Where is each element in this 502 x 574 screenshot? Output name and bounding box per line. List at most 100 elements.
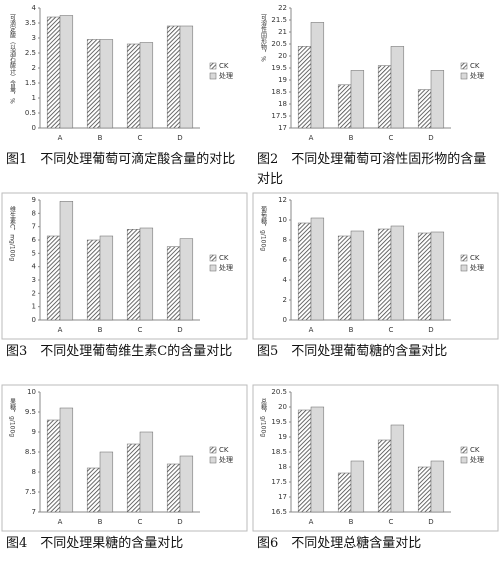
bar [390,424,405,513]
y-tick-label: 20.5 [271,40,287,48]
bar [46,235,61,321]
x-tick-label: C [389,326,394,334]
legend-label: CK [219,446,229,454]
bar [126,43,141,129]
bar [297,409,312,513]
y-tick-label: 1.5 [25,79,36,87]
bar [297,222,312,321]
y-tick-label: 1 [32,303,36,311]
bar [86,239,101,321]
y-tick-label: 9 [32,428,36,436]
y-tick-label: 2 [283,296,287,304]
legend-swatch [460,264,468,272]
y-tick-label: 22 [278,4,287,12]
x-tick-label: C [389,134,394,142]
bar [430,231,445,321]
y-tick-label: 10 [278,216,287,224]
bar [46,16,61,129]
y-tick-label: 3.5 [25,19,36,27]
y-axis-label: 果糖，g/100g [9,398,16,437]
x-tick-label: A [58,326,63,334]
bar [99,451,114,513]
y-tick-label: 1 [32,94,36,102]
y-tick-label: 2 [32,289,36,297]
caption: 图6 不同处理总糖含量对比 [257,536,422,551]
bar [337,472,352,513]
y-axis-label: 可溶性固形物，% [260,14,267,62]
y-tick-label: 18 [278,100,287,108]
y-tick-label: 18 [278,463,287,471]
y-axis-label: 维生素C，mg/100g [9,205,16,261]
y-tick-label: 9 [32,196,36,204]
bar [417,89,432,129]
y-tick-label: 16.5 [271,508,287,516]
bar [126,229,141,321]
legend-swatch [209,72,217,80]
chart-panel: 0 2 4 6 8 10 12 A B C D CK 处理 葡萄糖，g/100g 图5 不同处理葡萄糖的含量… [251,192,502,382]
bar [99,39,114,129]
legend-swatch [209,254,217,262]
legend-label: 处理 [219,263,233,272]
bar [46,419,61,513]
bar [350,70,365,129]
legend-label: CK [470,446,480,454]
y-tick-label: 20.5 [271,388,287,396]
y-axis-label: 可滴定酸（以酒石酸计）含量，% [9,14,16,104]
chart-panel: 7 7.5 8 8.5 9 9.5 10 A B C D CK 处理 果糖，g/100g 图4 不同处理果糖… [0,384,251,574]
chart-border [252,384,499,532]
legend-label: CK [219,254,229,262]
y-tick-label: 10 [27,388,36,396]
x-tick-label: A [309,326,314,334]
legend-label: 处理 [470,71,484,80]
x-tick-label: B [349,326,354,334]
y-tick-label: 20 [278,52,287,60]
y-tick-label: 20 [278,403,287,411]
legend-label: 处理 [219,71,233,80]
bar [310,406,325,513]
caption: 图1 不同处理葡萄可滴定酸含量的对比 [6,152,236,167]
y-tick-label: 7 [32,223,36,231]
x-tick-label: C [138,518,143,526]
x-tick-label: B [349,134,354,142]
y-tick-label: 21.5 [271,16,287,24]
y-tick-label: 9.5 [25,408,36,416]
y-tick-label: 8.5 [25,448,36,456]
x-tick-label: C [138,326,143,334]
bar [59,201,74,321]
bar [166,463,181,513]
bar [297,46,312,129]
legend-label: 处理 [470,263,484,272]
y-axis-label: 葡萄糖，g/100g [260,205,267,251]
x-tick-label: D [177,518,182,526]
y-tick-label: 19 [278,433,287,441]
x-tick-label: D [177,134,182,142]
y-tick-label: 4 [32,4,37,12]
y-tick-label: 21 [278,28,287,36]
y-tick-label: 6 [32,236,37,244]
x-tick-label: B [98,326,103,334]
bar [86,467,101,513]
y-tick-label: 0.5 [25,109,36,117]
legend-swatch [460,62,468,70]
bar [139,431,154,513]
bar [337,84,352,129]
legend-swatch [460,456,468,464]
legend-swatch [460,446,468,454]
caption: 图3 不同处理葡萄维生素C的含量对比 [6,344,233,359]
y-tick-label: 19.5 [271,418,287,426]
legend-swatch [209,62,217,70]
bar [126,443,141,513]
bar [99,235,114,321]
bar [377,65,392,129]
y-tick-label: 19 [278,76,287,84]
bar [179,455,194,513]
chart-panel: 0 1 2 3 4 5 6 7 8 9 A B C D CK 处理 维生素C，mg/100g 图3 不同处理葡萄维… [0,192,251,382]
chart-border [252,192,499,340]
legend-swatch [209,264,217,272]
legend-swatch [209,456,217,464]
legend-label: 处理 [219,455,233,464]
y-tick-label: 8 [32,468,36,476]
bar [417,232,432,321]
caption: 图4 不同处理果糖的含量对比 [6,536,184,551]
